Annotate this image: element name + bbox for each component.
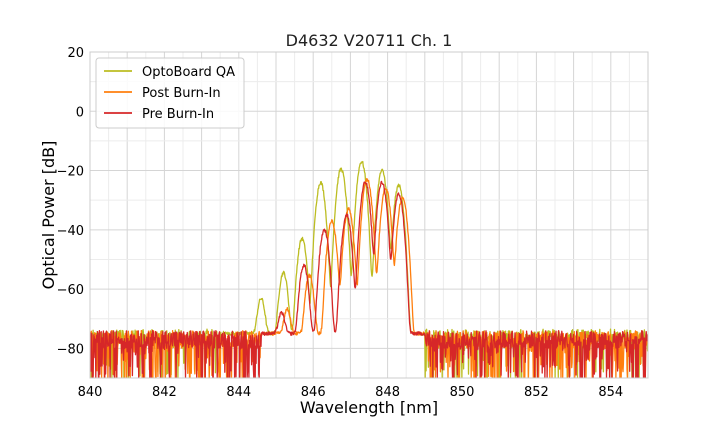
x-tick-label: 846 [301,385,326,400]
legend-box [95,57,245,129]
y-tick-label: −20 [57,165,84,180]
chart-title: D4632 V20711 Ch. 1 [286,31,453,50]
y-tick-label: 20 [67,46,84,61]
x-tick-label: 854 [598,385,623,400]
plot-frame [89,51,649,379]
x-axis-label: Wavelength [nm] [300,398,438,417]
legend: OptoBoard QA Post Burn-In Pre Burn-In [95,57,245,129]
legend-label-optoboard-qa: OptoBoard QA [142,65,235,80]
y-tick-label: −60 [57,283,84,298]
x-tick-label: 848 [375,385,400,400]
tick-labels: 840 842 844 846 848 850 852 854 −80 −60 −40 −20 0 20 [57,46,624,400]
series-layer [90,160,648,378]
x-tick-label: 842 [152,385,177,400]
y-tick-label: 0 [76,105,84,120]
legend-label-post-burn-in: Post Burn-In [142,86,221,101]
y-tick-label: −40 [57,224,84,239]
x-tick-label: 852 [524,385,549,400]
x-tick-label: 840 [78,385,103,400]
y-tick-label: −80 [57,342,84,357]
legend-label-pre-burn-in: Pre Burn-In [142,107,214,122]
x-tick-label: 850 [450,385,475,400]
y-axis-label: Optical Power [dB] [39,141,58,290]
x-tick-label: 844 [226,385,251,400]
series-line-pre-burn-in [90,180,648,378]
